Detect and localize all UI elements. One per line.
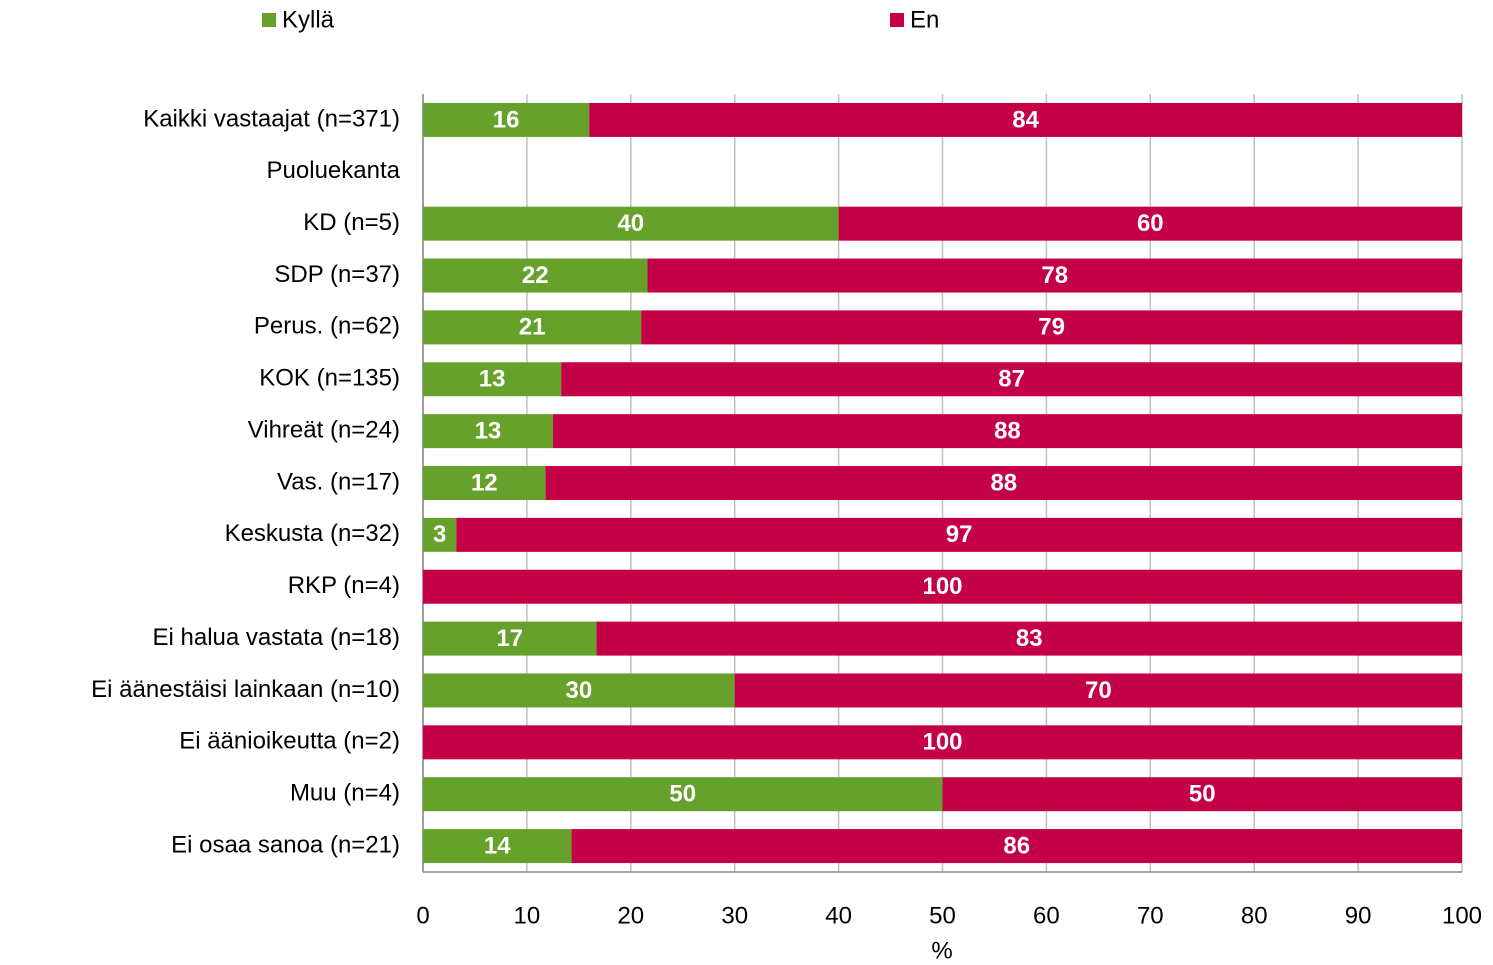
value-label: 97	[946, 521, 973, 548]
y-tick-label: KOK (n=135)	[259, 365, 400, 392]
value-label: 16	[493, 106, 520, 133]
y-tick-label: SDP (n=37)	[274, 261, 400, 288]
y-tick-label: Ei äänestäisi lainkaan (n=10)	[91, 676, 400, 703]
x-tick-label: 10	[514, 902, 541, 929]
x-tick-label: 90	[1345, 902, 1372, 929]
value-label: 60	[1137, 210, 1164, 237]
value-label: 14	[484, 832, 511, 859]
bar-segment	[423, 466, 546, 500]
bar-segment	[838, 206, 1462, 241]
bar-segment	[423, 673, 735, 708]
bar-segment	[423, 569, 1462, 604]
bar-segment	[423, 362, 562, 397]
y-tick-label: Keskusta (n=32)	[225, 520, 400, 547]
bar-segment	[571, 829, 1462, 864]
bar-segment	[423, 206, 839, 241]
bar-segment	[942, 777, 1462, 812]
value-label: 83	[1016, 625, 1043, 652]
y-tick-label: Ei äänioikeutta (n=2)	[179, 728, 400, 755]
y-tick-label: Vas. (n=17)	[277, 468, 400, 495]
bar-segment	[423, 517, 457, 552]
bar-segment	[423, 414, 553, 449]
bar-segment	[423, 258, 648, 293]
value-label: 13	[479, 366, 506, 393]
x-tick-label: 40	[825, 902, 852, 929]
y-tick-label: Ei halua vastata (n=18)	[153, 624, 401, 651]
value-label: 17	[496, 625, 523, 652]
value-label: 78	[1041, 262, 1068, 289]
value-label: 40	[617, 210, 644, 237]
bar-segment	[456, 517, 1462, 552]
value-label: 87	[998, 366, 1025, 393]
legend-swatch	[890, 13, 904, 27]
legend-label: Kyllä	[282, 6, 335, 33]
y-tick-label: Puoluekanta	[267, 157, 401, 184]
x-tick-label: 0	[416, 902, 429, 929]
value-label: 86	[1003, 832, 1030, 859]
legend-swatch	[262, 13, 276, 27]
value-label: 50	[1189, 781, 1216, 808]
y-tick-label: RKP (n=4)	[288, 572, 400, 599]
x-axis-label: %	[931, 937, 952, 964]
bar-segment	[552, 414, 1462, 449]
bar-segment	[423, 725, 1462, 760]
value-label: 100	[922, 729, 962, 756]
x-tick-label: 100	[1442, 902, 1482, 929]
bar-segment	[545, 466, 1462, 500]
value-label: 79	[1038, 314, 1065, 341]
value-label: 3	[433, 521, 446, 548]
y-tick-label: Ei osaa sanoa (n=21)	[171, 831, 400, 858]
y-tick-label: Perus. (n=62)	[254, 313, 400, 340]
bar-segment	[423, 777, 943, 812]
x-tick-label: 80	[1241, 902, 1268, 929]
x-tick-label: 30	[721, 902, 748, 929]
value-label: 30	[565, 677, 592, 704]
x-tick-label: 50	[929, 902, 956, 929]
value-label: 100	[922, 573, 962, 600]
value-label: 88	[994, 417, 1021, 444]
bar-segment	[641, 310, 1462, 345]
bar-segment	[423, 621, 597, 656]
y-tick-label: Vihreät (n=24)	[248, 416, 400, 443]
legend-label: En	[910, 6, 939, 33]
value-label: 50	[669, 781, 696, 808]
bar-segment	[423, 829, 572, 864]
bar-segment	[423, 310, 642, 345]
y-tick-label: KD (n=5)	[303, 209, 400, 236]
value-label: 22	[522, 262, 549, 289]
y-tick-label: Muu (n=4)	[290, 780, 400, 807]
bar-segment	[561, 362, 1462, 397]
x-tick-label: 60	[1033, 902, 1060, 929]
value-label: 70	[1085, 677, 1112, 704]
x-tick-label: 70	[1137, 902, 1164, 929]
x-tick-label: 20	[617, 902, 644, 929]
bar-segment	[647, 258, 1462, 293]
value-label: 21	[519, 314, 546, 341]
value-label: 12	[471, 469, 498, 496]
value-label: 84	[1012, 106, 1039, 133]
value-label: 88	[990, 469, 1017, 496]
bar-segment	[734, 673, 1462, 708]
bar-segment	[596, 621, 1462, 656]
y-tick-label: Kaikki vastaajat (n=371)	[143, 105, 400, 132]
bar-segment	[589, 102, 1462, 137]
bar-segment	[423, 102, 590, 137]
value-label: 13	[475, 417, 502, 444]
